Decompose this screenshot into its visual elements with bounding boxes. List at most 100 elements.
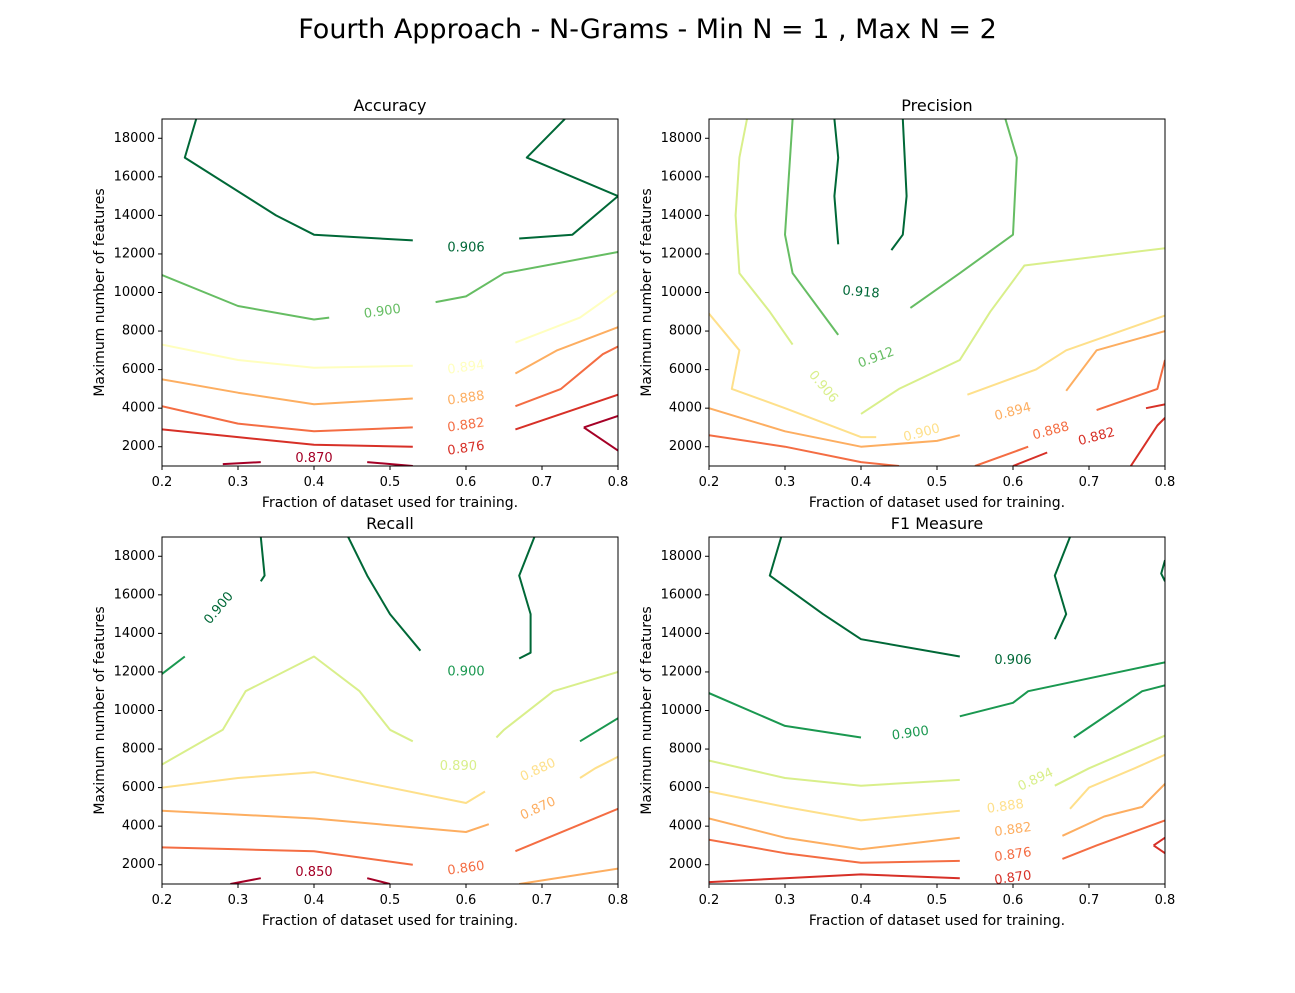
contour-line-0-870 — [583, 426, 618, 452]
contour-label-0-870: 0.870 — [295, 451, 332, 466]
contour-line-0-880 — [579, 755, 618, 779]
x-axis-label: Fraction of dataset used for training. — [809, 495, 1065, 511]
contour-line-0-906 — [734, 119, 794, 346]
contour-line-0-900 — [435, 251, 618, 304]
contour-line-0-900 — [259, 537, 266, 582]
accuracy-contours — [162, 119, 618, 466]
contour-line-0-876 — [162, 428, 413, 448]
contour-line-0-888 — [709, 790, 960, 822]
x-tick-label: 0.5 — [380, 475, 401, 490]
x-tick-label: 0.6 — [456, 893, 477, 908]
y-tick-label: 10000 — [661, 285, 702, 300]
x-tick-label: 0.2 — [152, 893, 173, 908]
contour-line-0-850 — [366, 877, 391, 884]
y-tick-label: 12000 — [661, 664, 702, 679]
contour-line-0-882 — [1012, 451, 1048, 466]
contour-line-0-860 — [162, 846, 413, 866]
contour-line-0-882 — [1129, 417, 1165, 466]
x-tick-label: 0.4 — [304, 893, 325, 908]
contour-line-0-882 — [515, 345, 618, 408]
y-tick-label: 16000 — [114, 169, 155, 184]
contour-line-0-876 — [709, 838, 960, 864]
contour-label-0-906: 0.906 — [447, 241, 484, 256]
contour-line-0-870 — [222, 461, 261, 466]
x-tick-label: 0.5 — [927, 893, 948, 908]
recall-panel: 0.850 0.860 0.870 0.880 0.890 0.900 0.900 0.2 0.… — [92, 514, 628, 929]
y-tick-label: 10000 — [661, 703, 702, 718]
f1-measure-contours — [709, 537, 1165, 884]
contour-label-0-894: 0.894 — [447, 358, 486, 378]
contour-line-0-906 — [1160, 559, 1165, 582]
y-axis-label: Maximum number of features — [639, 188, 655, 396]
contour-line-0-900 — [162, 655, 186, 675]
recall-contours — [162, 537, 618, 884]
contour-label-0-888: 0.888 — [447, 389, 486, 409]
contour-line-0-870 — [709, 873, 960, 884]
y-axis-label: Maximum number of features — [92, 606, 108, 814]
x-tick-label: 0.2 — [699, 893, 720, 908]
contour-line-0-882 — [1061, 783, 1165, 837]
contour-line-0-870 — [162, 809, 490, 833]
contour-line-0-870 — [1153, 844, 1165, 855]
contour-label-0-900: 0.900 — [201, 589, 236, 627]
y-tick-label: 12000 — [114, 246, 155, 261]
y-tick-label: 2000 — [669, 857, 702, 872]
contour-line-0-890 — [495, 670, 618, 739]
y-tick-label: 2000 — [669, 439, 702, 454]
x-tick-label: 0.5 — [380, 893, 401, 908]
contour-line-0-860 — [515, 807, 618, 853]
contour-label-0-900: 0.900 — [363, 302, 402, 322]
x-tick-label: 0.8 — [1155, 893, 1176, 908]
contour-line-0-894 — [709, 759, 960, 787]
x-tick-label: 0.6 — [456, 475, 477, 490]
x-tick-label: 0.8 — [1155, 475, 1176, 490]
contour-label-0-912: 0.912 — [856, 345, 896, 372]
contour-line-0-888 — [1096, 359, 1165, 412]
x-tick-label: 0.6 — [1003, 893, 1024, 908]
contour-line-0-870 — [367, 461, 413, 466]
y-tick-label: 8000 — [669, 742, 702, 757]
contour-line-0-894 — [709, 407, 961, 448]
contour-line-0-882 — [1145, 403, 1165, 410]
contour-line-0-900 — [709, 313, 877, 439]
contour-line-0-894 — [1054, 734, 1165, 787]
contour-label-0-890: 0.890 — [440, 759, 477, 774]
contour-line-0-890 — [162, 655, 414, 766]
contour-line-0-918 — [890, 119, 908, 251]
contour-line-0-912 — [909, 119, 1018, 309]
y-tick-label: 14000 — [114, 626, 155, 641]
y-tick-label: 4000 — [122, 401, 155, 416]
contour-label-0-882: 0.882 — [994, 820, 1033, 840]
y-tick-label: 10000 — [114, 285, 155, 300]
y-tick-label: 2000 — [122, 857, 155, 872]
recall-title: Recall — [366, 514, 414, 533]
contour-label-0-900: 0.900 — [447, 664, 484, 679]
x-tick-label: 0.8 — [608, 893, 629, 908]
contour-line-0-900 — [709, 692, 862, 739]
f1-measure-panel: 0.870 0.876 0.882 0.888 0.894 0.900 0.906 0.2 0.… — [639, 514, 1175, 929]
contour-line-0-876 — [515, 393, 618, 431]
contour-label-0-850: 0.850 — [295, 865, 332, 880]
x-tick-label: 0.7 — [1079, 475, 1100, 490]
f1-measure-title: F1 Measure — [891, 514, 983, 533]
contour-line-0-894 — [162, 343, 413, 369]
contour-label-0-906: 0.906 — [805, 368, 840, 406]
precision-plot-frame — [708, 118, 1166, 467]
contour-line-0-918 — [833, 119, 840, 245]
contour-line-0-900 — [579, 717, 618, 743]
y-tick-label: 18000 — [661, 549, 702, 564]
x-tick-label: 0.3 — [775, 893, 796, 908]
x-tick-label: 0.3 — [228, 475, 249, 490]
contour-line-0-906 — [768, 537, 960, 658]
y-tick-label: 18000 — [114, 131, 155, 146]
y-tick-label: 16000 — [661, 587, 702, 602]
contour-label-0-876: 0.876 — [994, 845, 1033, 865]
y-tick-label: 12000 — [661, 246, 702, 261]
contour-line-0-900 — [1073, 684, 1165, 739]
contour-line-0-850 — [230, 877, 261, 884]
contour-label-0-906: 0.906 — [994, 653, 1031, 668]
contour-label-0-894: 0.894 — [993, 400, 1033, 424]
x-tick-label: 0.2 — [699, 475, 720, 490]
y-tick-label: 12000 — [114, 664, 155, 679]
x-tick-label: 0.6 — [1003, 475, 1024, 490]
